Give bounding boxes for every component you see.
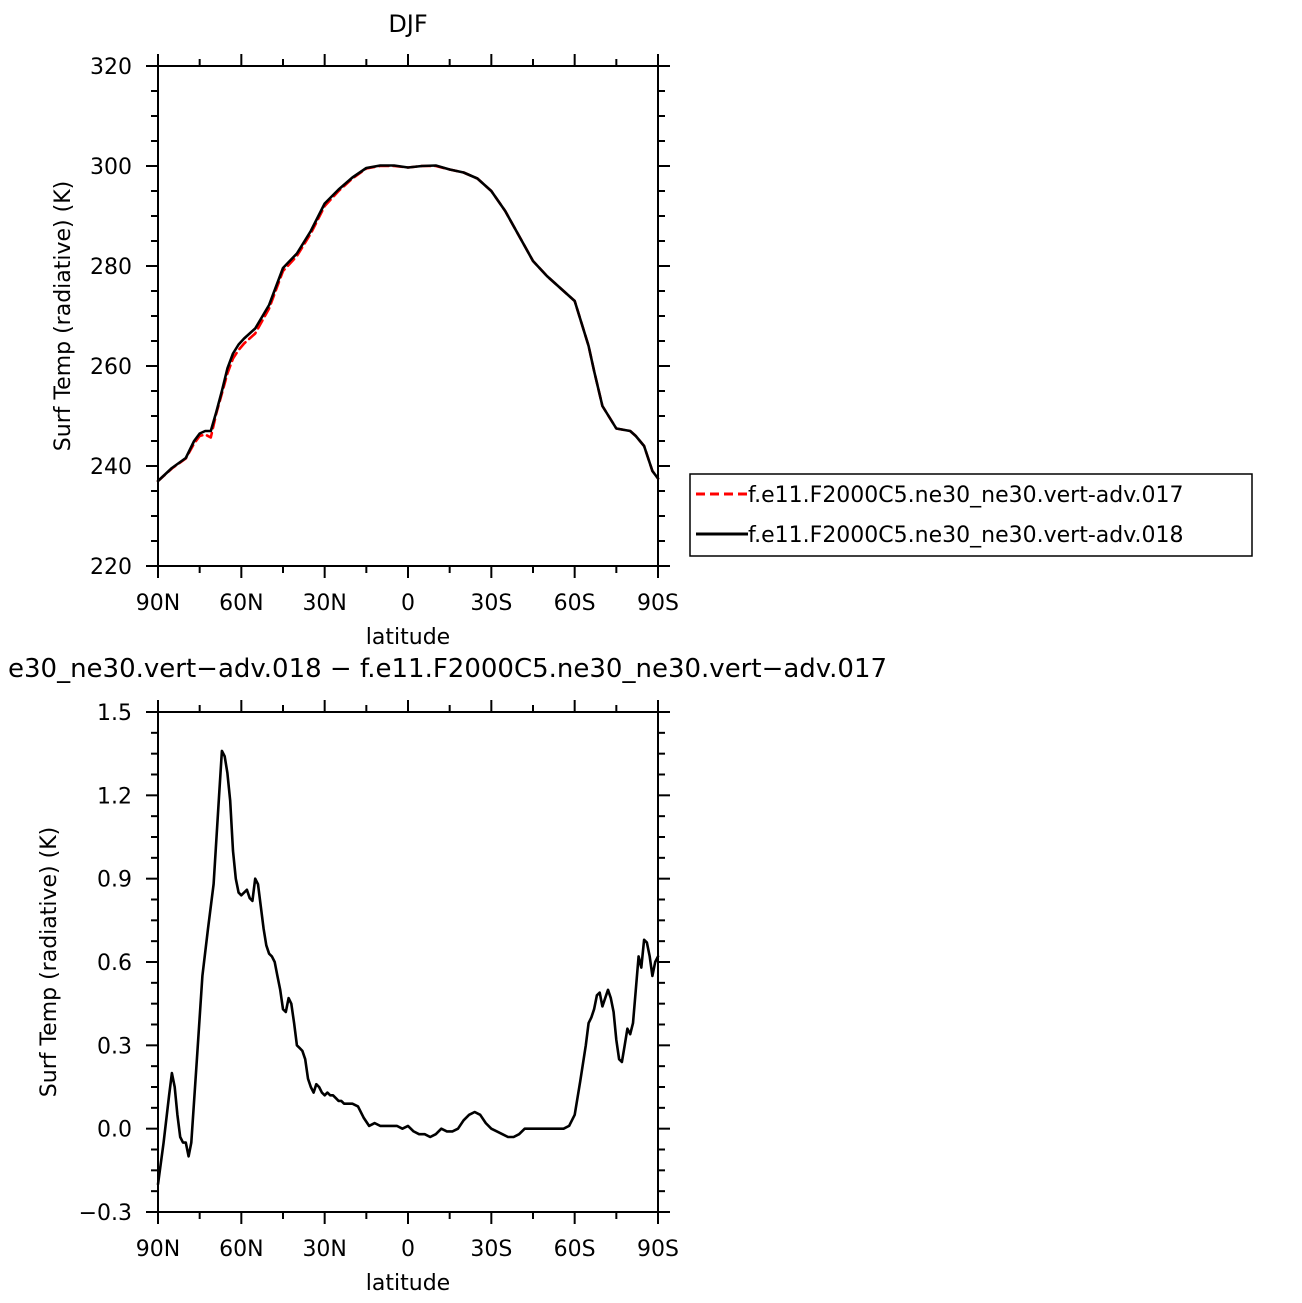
top-ytick-label: 280 <box>90 255 132 280</box>
top-xtick-label: 90S <box>637 591 679 616</box>
legend-label-018: f.e11.F2000C5.ne30_ne30.vert-adv.018 <box>748 523 1184 548</box>
bottom-ytick-label: 0.6 <box>97 951 132 976</box>
top-xtick-label: 30S <box>470 591 512 616</box>
top-plot-frame <box>157 65 659 567</box>
bottom-xtick-label: 60N <box>219 1237 263 1262</box>
bottom-xtick-label: 30S <box>470 1237 512 1262</box>
bottom-ytick-label: 1.2 <box>97 784 132 809</box>
top-xtick-label: 60S <box>554 591 596 616</box>
bottom-xtick-label: 0 <box>401 1237 415 1262</box>
bottom-plot-area: 90N 60N 30N 0 30S 60S 90S −0.3 0.0 0.3 0.6 0.9 1.2 1.… <box>79 700 679 1262</box>
bottom-x-axis-label: latitude <box>366 1271 450 1296</box>
bottom-xtick-label: 90S <box>637 1237 679 1262</box>
bottom-xtick-label: 30N <box>302 1237 346 1262</box>
top-ytick-label: 300 <box>90 155 132 180</box>
top-ytick-label: 260 <box>90 355 132 380</box>
legend-box <box>689 473 1253 557</box>
top-y-axis-label: Surf Temp (radiative) (K) <box>51 181 76 451</box>
top-x-axis-label: latitude <box>366 625 450 650</box>
bottom-plot-frame <box>157 711 659 1213</box>
bottom-ytick-label: 0.0 <box>97 1118 132 1143</box>
top-xtick-label: 0 <box>401 591 415 616</box>
bottom-panel: e30_ne30.vert−adv.018 − f.e11.F2000C5.ne… <box>8 654 887 1296</box>
bottom-ytick-label: 0.9 <box>97 868 132 893</box>
top-series-line-1 <box>156 164 660 483</box>
bottom-xtick-label: 60S <box>554 1237 596 1262</box>
bottom-chart-title: e30_ne30.vert−adv.018 − f.e11.F2000C5.ne… <box>8 654 887 684</box>
top-chart-title: DJF <box>388 10 427 38</box>
top-xtick-label: 60N <box>219 591 263 616</box>
top-xtick-label: 30N <box>302 591 346 616</box>
bottom-xtick-label: 90N <box>136 1237 180 1262</box>
top-ytick-label: 320 <box>90 55 132 80</box>
bottom-ytick-label: −0.3 <box>79 1201 132 1226</box>
legend: f.e11.F2000C5.ne30_ne30.vert-adv.017 f.e… <box>689 473 1253 557</box>
top-panel: DJF 90N 60N 30N 0 30S 60S 90S 220 240 260 280 300 32… <box>51 10 1253 650</box>
bottom-series-line-0 <box>156 749 660 1186</box>
top-xtick-label: 90N <box>136 591 180 616</box>
bottom-y-axis-label: Surf Temp (radiative) (K) <box>37 827 62 1097</box>
top-ytick-label: 240 <box>90 455 132 480</box>
legend-label-017: f.e11.F2000C5.ne30_ne30.vert-adv.017 <box>748 483 1184 508</box>
bottom-ytick-label: 1.5 <box>97 701 132 726</box>
bottom-ytick-label: 0.3 <box>97 1034 132 1059</box>
top-plot-area: 90N 60N 30N 0 30S 60S 90S 220 240 260 280 300 320 <box>90 54 679 616</box>
top-ytick-label: 220 <box>90 555 132 580</box>
